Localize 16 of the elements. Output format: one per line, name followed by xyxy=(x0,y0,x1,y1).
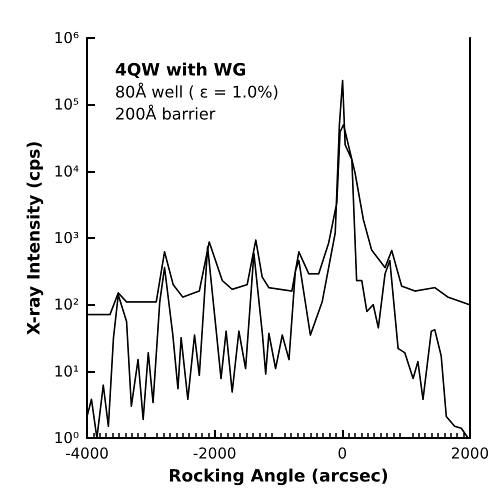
y-tick-label: 10⁵ xyxy=(54,96,79,114)
y-tick-label: 10¹ xyxy=(54,362,79,380)
y-tick-label: 10⁶ xyxy=(54,29,79,47)
y-tick-label: 10⁴ xyxy=(54,162,79,180)
x-tick-label: 0 xyxy=(338,444,348,462)
annotation: 80Å well ( ε = 1.0%) xyxy=(115,82,279,102)
annotation: 4QW with WG xyxy=(115,60,246,80)
x-tick-label: -4000 xyxy=(65,444,109,462)
y-tick-label: 10² xyxy=(54,296,79,314)
y-tick-label: 10³ xyxy=(54,229,79,247)
y-tick-label: 10⁰ xyxy=(54,429,79,447)
x-tick-label: 2000 xyxy=(450,444,490,462)
x-axis-title: Rocking Angle (arcsec) xyxy=(168,466,388,486)
annotation: 200Å barrier xyxy=(115,104,216,124)
y-axis-title: X-ray Intensity (cps) xyxy=(24,140,44,336)
x-tick-label: -2000 xyxy=(192,444,236,462)
